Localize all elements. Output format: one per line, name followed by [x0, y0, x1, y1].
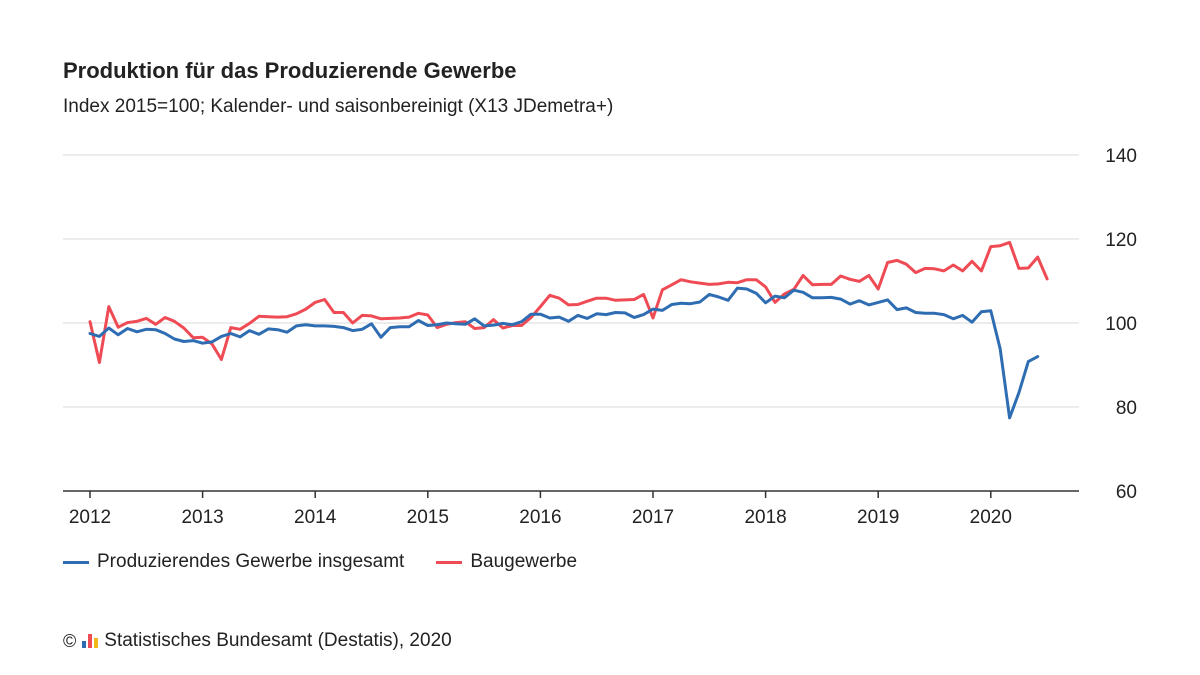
x-tick-label-2013: 2013 [181, 507, 223, 528]
x-tick-label-2020: 2020 [970, 507, 1012, 528]
series-line-1 [88, 286, 1040, 420]
destatis-logo-icon [82, 634, 99, 648]
source-text: Statistisches Bundesamt (Destatis), 2020 [104, 630, 452, 651]
y-tick-label-140: 140 [1105, 146, 1137, 167]
x-tick-label-2019: 2019 [857, 507, 899, 528]
x-tick-label-2017: 2017 [632, 507, 674, 528]
x-tick-label-2012: 2012 [69, 507, 111, 528]
legend-label-series-1: Produzierendes Gewerbe insgesamt [97, 551, 405, 572]
legend-swatch-series-1 [63, 560, 89, 564]
x-tick-label-2015: 2015 [407, 507, 449, 528]
chart-title: Produktion für das Produzierende Gewerbe [63, 58, 517, 83]
chart-subtitle: Index 2015=100; Kalender- und saisonbere… [63, 96, 614, 117]
source-footer: © Statistisches Bundesamt (Destatis), 20… [63, 630, 452, 652]
series-line-2 [88, 240, 1049, 364]
legend: Produzierendes Gewerbe insgesamt Baugewe… [63, 551, 577, 573]
legend-swatch-series-2 [436, 560, 463, 564]
copyright-icon: © [63, 630, 77, 651]
y-tick-label-100: 100 [1105, 314, 1137, 335]
y-tick-label-120: 120 [1105, 230, 1137, 251]
x-tick-label-2016: 2016 [519, 507, 561, 528]
y-tick-label-60: 60 [1116, 482, 1137, 503]
x-tick-label-2014: 2014 [294, 507, 337, 528]
y-tick-label-80: 80 [1116, 398, 1137, 419]
x-tick-label-2018: 2018 [744, 507, 786, 528]
legend-item-baugewerbe: Baugewerbe [436, 551, 577, 573]
legend-item-produzierendes-gewerbe: Produzierendes Gewerbe insgesamt [63, 551, 404, 573]
legend-label-series-2: Baugewerbe [470, 551, 578, 572]
